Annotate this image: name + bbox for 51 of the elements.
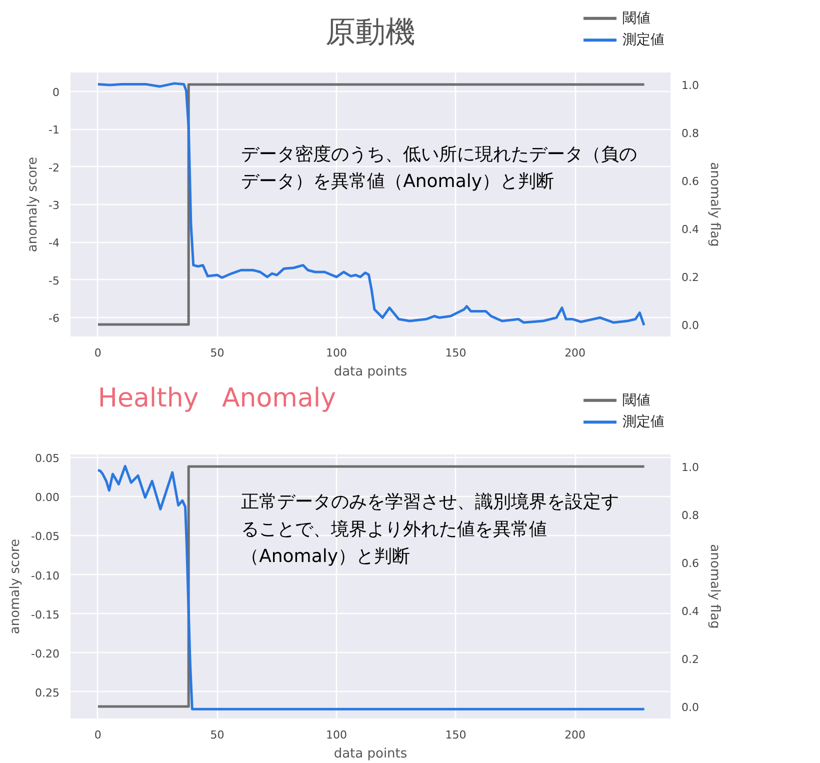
x-tick-label: 200 [564,346,586,360]
y2-tick-label: 0.2 [682,653,699,666]
y-tick-label: 0.00 [35,491,60,504]
legend-label: 閾値 [622,10,650,26]
y-tick-label: -0.10 [31,569,60,582]
x-tick-label: 150 [445,346,466,360]
y2-tick-label: 0.8 [682,127,699,140]
y-axis-title: anomaly score [8,538,24,634]
legend-label: 測定値 [622,414,664,430]
x-tick-label: 0 [94,346,102,360]
y2-tick-label: 0.8 [682,509,699,522]
text: Healthy [98,384,199,414]
y-tick-label: 0.05 [35,452,60,466]
y2-tick-label: 0.2 [682,271,699,284]
y2-tick-label: 0.4 [682,223,699,236]
y-tick-label: 0 [52,86,60,99]
y2-tick-label: 0.0 [682,701,699,714]
y-tick-label: -5 [48,274,60,288]
y-tick-label: -4 [48,236,60,250]
chart-title: 原動機 [326,15,416,50]
y2-tick-label: 0.6 [682,557,699,570]
y-tick-label: -3 [48,199,60,212]
y-tick-label: -1 [48,124,60,137]
legend-label: 測定値 [622,32,664,48]
y-tick-label: -0.15 [31,608,60,622]
y-tick-label: -6 [48,312,60,326]
x-tick-label: 150 [445,728,466,742]
y2-tick-label: 0.6 [682,175,699,188]
y2-tick-label: 0.0 [682,319,699,332]
x-axis-title: data points [334,746,408,762]
y-tick-label: -2 [48,161,60,174]
x-axis-title: data points [334,364,408,380]
y2-tick-label: 0.4 [682,605,699,618]
x-tick-label: 50 [210,346,224,360]
x-tick-label: 50 [210,728,224,742]
y-tick-label: -0.20 [31,647,60,660]
annotation: データ密度のうち、低い所に現れたデータ（負のデータ）を異常値（Anomaly）と判断 [241,144,638,192]
y-axis-title: anomaly score [26,156,41,252]
x-tick-label: 100 [326,346,348,360]
x-tick-label: 0 [94,728,102,742]
y2-axis-title: anomaly flag [706,162,722,247]
x-tick-label: 200 [564,728,586,742]
text: Anomaly [222,384,336,414]
y-tick-label: -0.05 [31,530,60,544]
x-tick-label: 100 [326,728,348,742]
y-tick-label: 0.25 [35,686,60,700]
annotation: 正常データのみを学習させ、識別境界を設定することで、境界より外れた値を異常値（Anomaly）と判断 [241,491,620,568]
y2-axis-title: anomaly flag [706,544,722,629]
y2-tick-label: 1.0 [682,79,699,92]
legend-label: 閾値 [622,392,650,408]
y2-tick-label: 1.0 [682,461,699,474]
